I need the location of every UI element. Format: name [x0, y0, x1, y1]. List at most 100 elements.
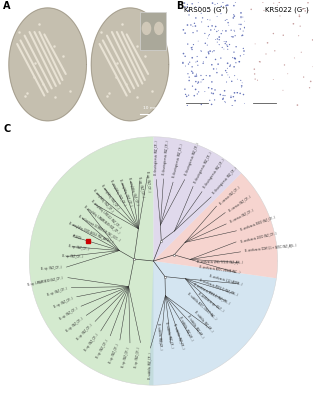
- Point: [240, 32, 245, 38]
- Point: [238, 90, 243, 96]
- Text: B. subtilis (NZ_CP...): B. subtilis (NZ_CP...): [179, 316, 194, 341]
- Point: [231, 12, 236, 18]
- Point: [209, 62, 214, 68]
- Text: B. anthracis L12 (AOPB...): B. anthracis L12 (AOPB...): [209, 274, 243, 287]
- Point: [204, 54, 209, 60]
- Point: [282, 62, 287, 68]
- Point: [233, 32, 238, 39]
- Point: [252, 71, 257, 77]
- Point: [236, 21, 242, 28]
- Point: [232, 72, 237, 79]
- Point: [255, 77, 260, 83]
- Point: [224, 2, 230, 8]
- Point: [182, 30, 188, 36]
- Point: [297, 13, 302, 20]
- Point: [186, 7, 191, 14]
- Point: [215, 0, 220, 7]
- Point: [215, 61, 221, 67]
- Point: [235, 90, 240, 96]
- Point: [194, 28, 200, 34]
- Text: B. sp. (NZ_CP...): B. sp. (NZ_CP...): [137, 176, 144, 198]
- Point: [219, 72, 224, 78]
- Point: [202, 88, 207, 95]
- Text: B. sp. (NZ_CP...): B. sp. (NZ_CP...): [65, 316, 84, 333]
- Point: [201, 59, 206, 65]
- Point: [193, 78, 198, 85]
- Text: B. thuringiensis (NZ_CP...): B. thuringiensis (NZ_CP...): [154, 141, 160, 175]
- Point: [241, 51, 246, 58]
- Point: [223, 68, 228, 74]
- Point: [190, 68, 195, 74]
- Point: [307, 84, 312, 91]
- Point: [206, 50, 211, 57]
- Point: [213, 23, 218, 30]
- Point: [207, 73, 213, 79]
- Point: [192, 20, 197, 26]
- Point: [208, 48, 213, 54]
- Point: [230, 34, 235, 40]
- Text: B. amyloliq. (NZ_CP...): B. amyloliq. (NZ_CP...): [92, 189, 114, 214]
- Text: B: B: [176, 1, 183, 11]
- Text: B. thuringiensis (NZ_CP...): B. thuringiensis (NZ_CP...): [184, 142, 201, 176]
- Text: KRS022 (G⁻): KRS022 (G⁻): [265, 7, 308, 13]
- Point: [180, 60, 185, 66]
- Text: B. anthracis CDM 11 + ATCC (NZ_AJS...): B. anthracis CDM 11 + ATCC (NZ_AJS...): [245, 244, 297, 253]
- Text: B. sp. (NZ_CP...): B. sp. (NZ_CP...): [58, 307, 78, 321]
- Point: [241, 48, 246, 54]
- Point: [190, 23, 195, 30]
- Wedge shape: [149, 261, 276, 385]
- Point: [233, 56, 238, 62]
- Point: [230, 103, 235, 109]
- Point: [285, 70, 290, 77]
- Point: [228, 62, 233, 68]
- Point: [183, 91, 188, 98]
- Wedge shape: [153, 173, 278, 261]
- Point: [193, 4, 198, 10]
- Text: B. subtilis (NZ_CP...): B. subtilis (NZ_CP...): [194, 310, 214, 333]
- Point: [232, 90, 237, 96]
- Point: [210, 23, 215, 29]
- Point: [224, 42, 229, 48]
- Wedge shape: [153, 261, 278, 278]
- Text: A: A: [3, 1, 11, 11]
- Point: [233, 60, 238, 66]
- Polygon shape: [91, 8, 169, 121]
- Point: [182, 86, 187, 92]
- Point: [277, 0, 282, 6]
- Point: [221, 95, 226, 102]
- Point: [240, 14, 245, 20]
- Point: [219, 3, 224, 10]
- Text: B. sp. LMAM3830 (NZ_CP...): B. sp. LMAM3830 (NZ_CP...): [28, 276, 64, 287]
- Polygon shape: [9, 8, 86, 121]
- Point: [222, 98, 227, 105]
- Text: B. subtilis (NZ_CP...): B. subtilis (NZ_CP...): [173, 323, 185, 349]
- Text: KRS005: KRS005: [71, 234, 82, 241]
- Text: B. thuringiensis (NZ_CP...): B. thuringiensis (NZ_CP...): [213, 167, 239, 195]
- Point: [219, 30, 224, 37]
- Point: [299, 49, 304, 56]
- Point: [215, 36, 220, 42]
- Point: [241, 45, 246, 52]
- Point: [280, 87, 286, 94]
- Point: [203, 40, 208, 46]
- Text: B. velezensis UCMB5036 (NC_020...): B. velezensis UCMB5036 (NC_020...): [78, 214, 120, 242]
- Point: [224, 16, 230, 23]
- Wedge shape: [29, 137, 153, 385]
- Point: [209, 101, 214, 108]
- Point: [242, 100, 247, 107]
- Point: [186, 12, 192, 18]
- Point: [185, 70, 191, 77]
- Point: [253, 76, 258, 82]
- Point: [281, 32, 286, 38]
- Point: [218, 55, 224, 61]
- Point: [241, 28, 246, 34]
- Point: [204, 72, 209, 79]
- Point: [271, 76, 276, 83]
- Text: B. thuringiensis (NZ_CP...): B. thuringiensis (NZ_CP...): [162, 140, 170, 175]
- Point: [238, 14, 244, 20]
- Point: [264, 51, 269, 57]
- Point: [237, 58, 242, 65]
- Point: [211, 90, 216, 97]
- Point: [201, 76, 206, 83]
- Title: KRS005 24 h: KRS005 24 h: [25, 0, 70, 1]
